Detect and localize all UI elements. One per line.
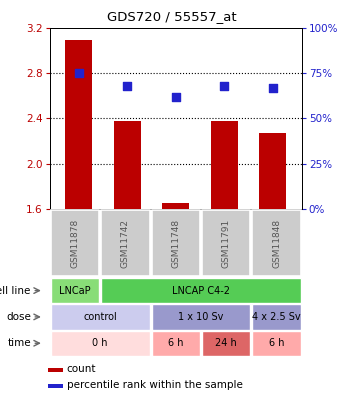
FancyBboxPatch shape (101, 278, 301, 303)
Text: control: control (83, 312, 117, 322)
Text: GSM11742: GSM11742 (121, 219, 130, 267)
Text: percentile rank within the sample: percentile rank within the sample (67, 380, 243, 390)
FancyBboxPatch shape (152, 304, 250, 330)
FancyBboxPatch shape (202, 210, 250, 276)
FancyBboxPatch shape (252, 304, 301, 330)
Text: GSM11848: GSM11848 (272, 218, 281, 268)
FancyBboxPatch shape (51, 304, 150, 330)
Text: 0 h: 0 h (92, 338, 108, 348)
FancyBboxPatch shape (202, 330, 250, 356)
Text: LNCAP C4-2: LNCAP C4-2 (172, 286, 230, 296)
FancyBboxPatch shape (152, 330, 200, 356)
Point (222, 83, 227, 89)
Text: 6 h: 6 h (269, 338, 284, 348)
Text: LNCaP: LNCaP (59, 286, 91, 296)
FancyBboxPatch shape (152, 210, 200, 276)
FancyBboxPatch shape (51, 210, 99, 276)
Point (270, 85, 275, 91)
FancyBboxPatch shape (51, 278, 99, 303)
Point (76, 70, 82, 77)
Text: GDS720 / 55557_at: GDS720 / 55557_at (107, 10, 236, 23)
Bar (163, 203, 189, 209)
Text: time: time (7, 338, 31, 348)
Point (125, 83, 130, 89)
Text: count: count (67, 364, 96, 374)
Bar (114, 121, 141, 209)
Bar (48, 384, 63, 388)
Text: dose: dose (6, 312, 31, 322)
Point (173, 94, 179, 100)
Bar (259, 133, 286, 209)
Text: 1 x 10 Sv: 1 x 10 Sv (178, 312, 224, 322)
Bar (66, 40, 92, 209)
FancyBboxPatch shape (252, 330, 301, 356)
Text: 24 h: 24 h (215, 338, 237, 348)
Bar (48, 368, 63, 372)
FancyBboxPatch shape (252, 210, 301, 276)
Text: cell line: cell line (0, 286, 31, 296)
Text: GSM11748: GSM11748 (171, 218, 180, 268)
Text: 6 h: 6 h (168, 338, 184, 348)
Text: GSM11878: GSM11878 (70, 218, 80, 268)
Text: 4 x 2.5 Sv: 4 x 2.5 Sv (252, 312, 301, 322)
FancyBboxPatch shape (101, 210, 150, 276)
FancyBboxPatch shape (51, 330, 150, 356)
Text: GSM11791: GSM11791 (222, 218, 231, 268)
Bar (211, 121, 238, 209)
